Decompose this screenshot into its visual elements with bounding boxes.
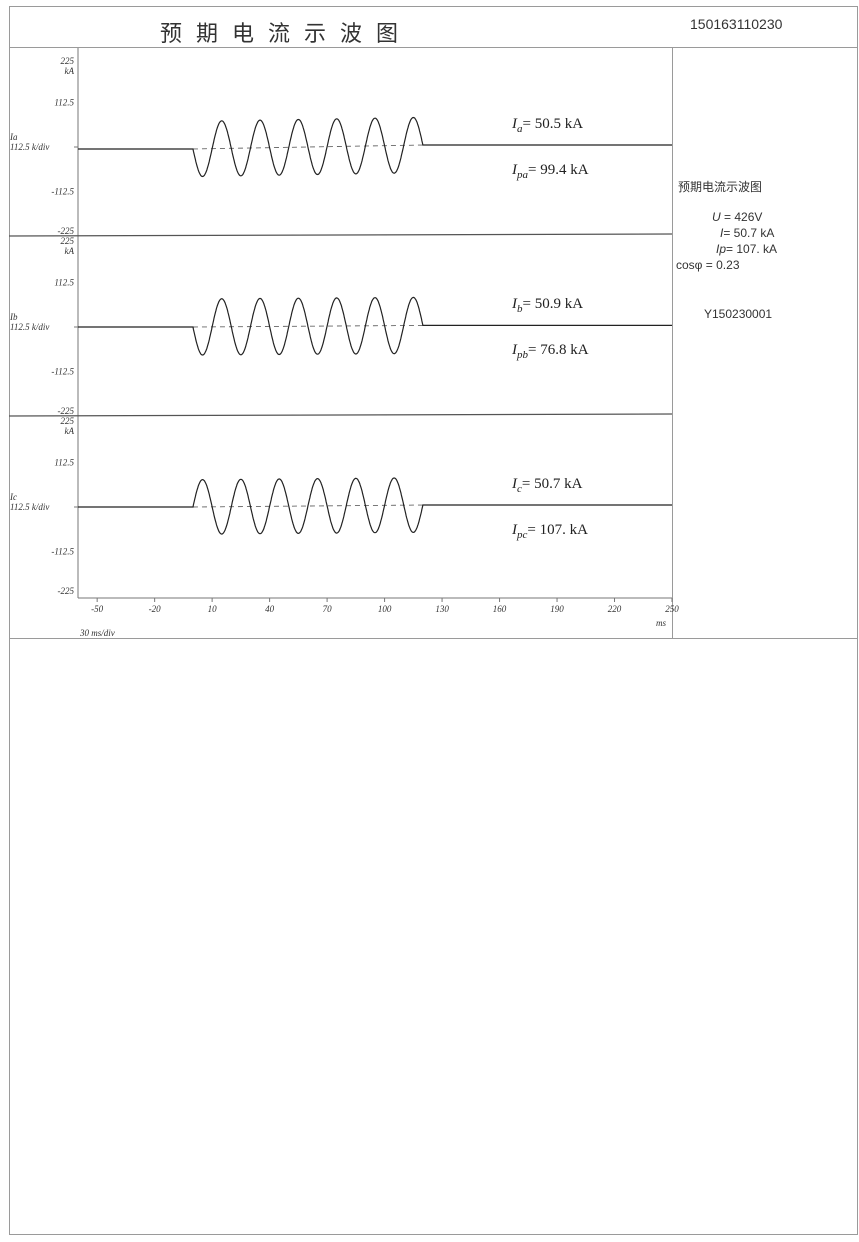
y-tick-label: 112.5 [54,278,74,288]
y-unit-label: kA [65,66,75,76]
channel-label-ia: Ia [9,132,18,142]
panel-separator [8,233,673,237]
peak-current-readout: Ip= 107. kA [716,242,777,256]
peak-current-ic: Ipc= 107. kA [511,522,588,541]
y-tick-label: -112.5 [51,187,74,197]
waveform-ib [78,296,672,356]
x-tick-label: 70 [323,604,333,614]
y-tick-label: 225 [61,416,75,426]
serial-number: Y150230001 [704,307,773,321]
y-tick-label: 225 [61,56,75,66]
page-title: 预期电流示波图 [160,22,413,47]
y-tick-label: -112.5 [51,547,74,557]
y-tick-label: 225 [61,236,75,246]
power-factor-readout: cosφ = 0.23 [676,258,740,272]
channel-scale-label: 112.5 k/div [10,322,49,332]
x-tick-label: 130 [435,604,449,614]
x-tick-label: 190 [550,604,564,614]
x-unit-label: ms [656,618,666,628]
document-number: 150163110230 [690,16,783,32]
plot-bottom-divider [9,638,858,639]
channel-label-ib: Ib [9,312,18,322]
waveform-ia [78,116,672,178]
x-tick-label: 40 [265,604,275,614]
oscillogram-sheet [9,6,858,1235]
y-tick-label: -225 [58,226,75,236]
x-tick-label: 160 [493,604,507,614]
y-unit-label: kA [65,426,75,436]
voltage-value: = 426V [720,210,763,224]
y-tick-label: -112.5 [51,367,74,377]
x-tick-label: 100 [378,604,392,614]
current-readout: I= 50.7 kA [720,226,774,240]
channel-label-ic: Ic [9,492,17,502]
rms-current-ia: Ia= 50.5 kA [511,116,583,135]
x-tick-label: 10 [208,604,218,614]
y-tick-label: -225 [58,406,75,416]
plot-left-border [9,48,10,638]
info-caption: 预期电流示波图 [678,180,763,194]
x-scale-label: 30 ms/div [79,628,115,638]
x-tick-label: -20 [149,604,161,614]
peak-current-symbol: Ip [716,242,727,256]
peak-current-value: = 107. kA [726,242,778,256]
x-tick-label: -50 [91,604,103,614]
header-divider [9,47,858,48]
current-symbol: I [720,226,724,240]
voltage-readout: U = 426V [712,210,762,224]
y-unit-label: kA [65,246,75,256]
y-tick-label: 112.5 [54,458,74,468]
channel-scale-label: 112.5 k/div [10,142,49,152]
x-tick-label: 220 [608,604,622,614]
current-value: = 50.7 kA [723,226,775,240]
y-tick-label: 112.5 [54,98,74,108]
peak-current-ia: Ipa= 99.4 kA [511,162,589,181]
peak-current-ib: Ipb= 76.8 kA [511,342,589,361]
panel-separator [8,413,673,417]
voltage-symbol: U [712,210,721,224]
plot-right-border [672,48,673,638]
channel-scale-label: 112.5 k/div [10,502,49,512]
rms-current-ic: Ic= 50.7 kA [511,476,583,495]
x-tick-label: 250 [665,604,679,614]
rms-current-ib: Ib= 50.9 kA [511,296,583,315]
y-tick-label: -225 [58,586,75,596]
waveform-ic [78,477,672,535]
